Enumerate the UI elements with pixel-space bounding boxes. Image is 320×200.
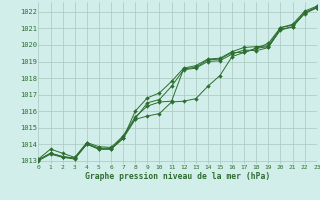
X-axis label: Graphe pression niveau de la mer (hPa): Graphe pression niveau de la mer (hPa) <box>85 172 270 181</box>
